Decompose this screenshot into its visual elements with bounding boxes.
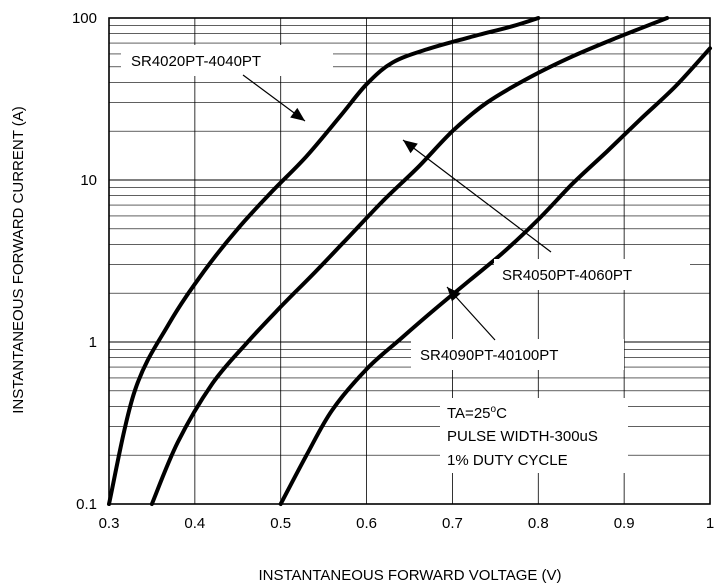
x-tick-label: 0.6 [356,515,377,532]
y-axis-label: INSTANTANEOUS FORWARD CURRENT (A) [10,106,27,414]
series-curves [107,16,712,506]
condition-duty-cycle: 1% DUTY CYCLE [447,452,568,469]
x-tick-label: 0.3 [99,515,120,532]
condition-temperature: TA=25oC [447,404,507,422]
x-tick-label: 0.4 [184,515,205,532]
x-tick-label: 1 [706,515,714,532]
annotation-background [411,339,624,370]
y-tick-label: 1 [89,334,97,351]
tick-labels: 0.3 0.4 0.5 0.6 0.7 0.8 0.9 1 0.1 1 10 100 [72,10,714,532]
y-tick-label: 100 [72,10,97,27]
annotation-arrow-head [290,107,305,121]
annotation-background [121,45,333,76]
series-label-1: SR4020PT-4040PT [131,53,261,70]
conditions-background [440,398,628,473]
series-curve-2 [149,16,670,506]
series-label-3: SR4090PT-40100PT [420,347,558,364]
y-tick-label: 0.1 [76,496,97,513]
curve-annotations: SR4020PT-4040PT SR4050PT-4060PT SR4090PT-4… [121,45,690,370]
y-tick-label: 10 [80,172,97,189]
series-curve-1 [107,16,541,506]
plot-frame [108,17,711,505]
x-tick-label: 0.7 [442,515,463,532]
annotation-background [494,259,690,290]
conditions-box: TA=25oC PULSE WIDTH-300uS 1% DUTY CYCLE [440,398,628,473]
condition-pulse-width: PULSE WIDTH-300uS [447,428,598,445]
series-curve-3 [278,46,712,506]
annotation-arrow-line [402,139,552,253]
annotation-arrow-head [403,140,418,154]
x-axis-label: INSTANTANEOUS FORWARD VOLTAGE (V) [258,567,561,584]
annotation-arrow-head [447,287,461,302]
series-label-2: SR4050PT-4060PT [502,267,632,284]
x-tick-label: 0.5 [270,515,291,532]
x-tick-label: 0.9 [614,515,635,532]
x-tick-label: 0.8 [528,515,549,532]
